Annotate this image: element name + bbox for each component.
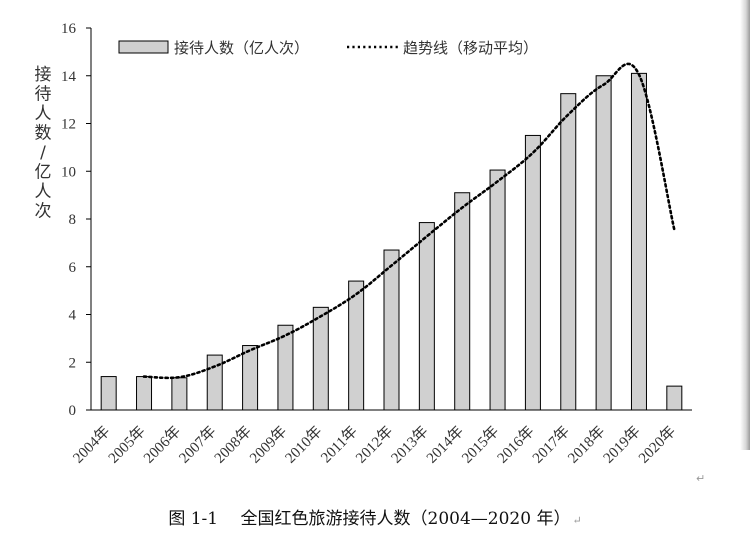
- x-tick-label: 2010年: [282, 423, 326, 467]
- bar-2009年: [277, 324, 294, 411]
- window-edge: [740, 0, 750, 450]
- x-axis: 2004年2005年2006年2007年2008年2009年2010年2011年…: [70, 409, 692, 467]
- x-tick-label: 2015年: [459, 423, 503, 467]
- y-axis-label-char: 待: [35, 85, 52, 105]
- y-tick-label: 12: [61, 117, 76, 133]
- bar-2014年: [454, 192, 471, 411]
- bar-2006年: [171, 377, 188, 411]
- x-tick-label: 2008年: [211, 423, 255, 467]
- bar-2005年: [136, 376, 153, 411]
- y-tick-label: 6: [69, 260, 77, 276]
- return-mark: ↵: [572, 514, 582, 527]
- y-axis-label: 接待人数/亿人次: [35, 65, 52, 222]
- bar-2012年: [383, 249, 400, 411]
- x-tick-label: 2004年: [70, 423, 114, 467]
- bar-2013年: [418, 222, 435, 411]
- bar-2018年: [595, 75, 612, 411]
- legend-label-bar: 接待人数（亿人次）: [174, 39, 309, 57]
- y-axis-label-char: 人: [35, 104, 52, 124]
- y-tick-label: 0: [69, 403, 77, 419]
- y-tick-label: 16: [61, 21, 77, 37]
- bar-2016年: [524, 134, 541, 411]
- bar-2004年: [100, 376, 117, 411]
- trend-line: [142, 62, 676, 380]
- trend-line-group: [142, 62, 676, 380]
- y-axis-label-char: 亿: [35, 163, 52, 183]
- bar-2020年: [666, 385, 683, 411]
- figure-caption: 图 1-1 全国红色旅游接待人数（2004—2020 年） ↵: [0, 504, 750, 529]
- y-tick-label: 8: [69, 212, 77, 228]
- bar-2017年: [560, 93, 577, 411]
- y-tick-label: 10: [61, 164, 76, 180]
- x-tick-label: 2009年: [246, 423, 290, 467]
- x-tick-label: 2017年: [529, 423, 573, 467]
- y-axis-label-char: 接: [35, 65, 52, 85]
- x-tick-label: 2005年: [105, 423, 149, 467]
- caption-text: 图 1-1 全国红色旅游接待人数（2004—2020 年）: [168, 509, 571, 529]
- bar-2015年: [489, 169, 506, 411]
- x-tick-label: 2018年: [565, 423, 609, 467]
- x-tick-label: 2020年: [635, 423, 679, 467]
- y-tick-label: 2: [69, 355, 77, 371]
- bars: [100, 72, 683, 411]
- y-axis-label-char: 次: [35, 202, 52, 222]
- x-tick-label: 2019年: [600, 423, 644, 467]
- bar-2019年: [630, 72, 647, 411]
- legend-swatch-bar: [118, 40, 169, 54]
- bar-2010年: [312, 306, 329, 411]
- x-tick-label: 2011年: [318, 423, 361, 466]
- legend-label-line: 趋势线（移动平均）: [403, 39, 538, 57]
- y-tick-label: 14: [61, 69, 77, 85]
- x-tick-label: 2012年: [352, 423, 396, 467]
- return-mark-edge: ↵: [696, 472, 706, 485]
- y-tick-label: 4: [69, 308, 77, 324]
- bar-2008年: [242, 345, 259, 411]
- x-tick-label: 2007年: [176, 423, 220, 467]
- x-tick-label: 2013年: [388, 423, 432, 467]
- y-axis-label-char: 人: [35, 182, 52, 202]
- bar-2011年: [348, 280, 365, 411]
- x-tick-label: 2014年: [423, 423, 467, 467]
- y-axis-label-char: /: [40, 143, 46, 163]
- x-tick-label: 2016年: [494, 423, 538, 467]
- y-axis: 0 2 4 6 8 10 12 14 16: [61, 21, 92, 419]
- y-axis-label-char: 数: [35, 124, 52, 144]
- x-tick-label: 2006年: [140, 423, 184, 467]
- legend: 接待人数（亿人次） 趋势线（移动平均）: [118, 39, 538, 57]
